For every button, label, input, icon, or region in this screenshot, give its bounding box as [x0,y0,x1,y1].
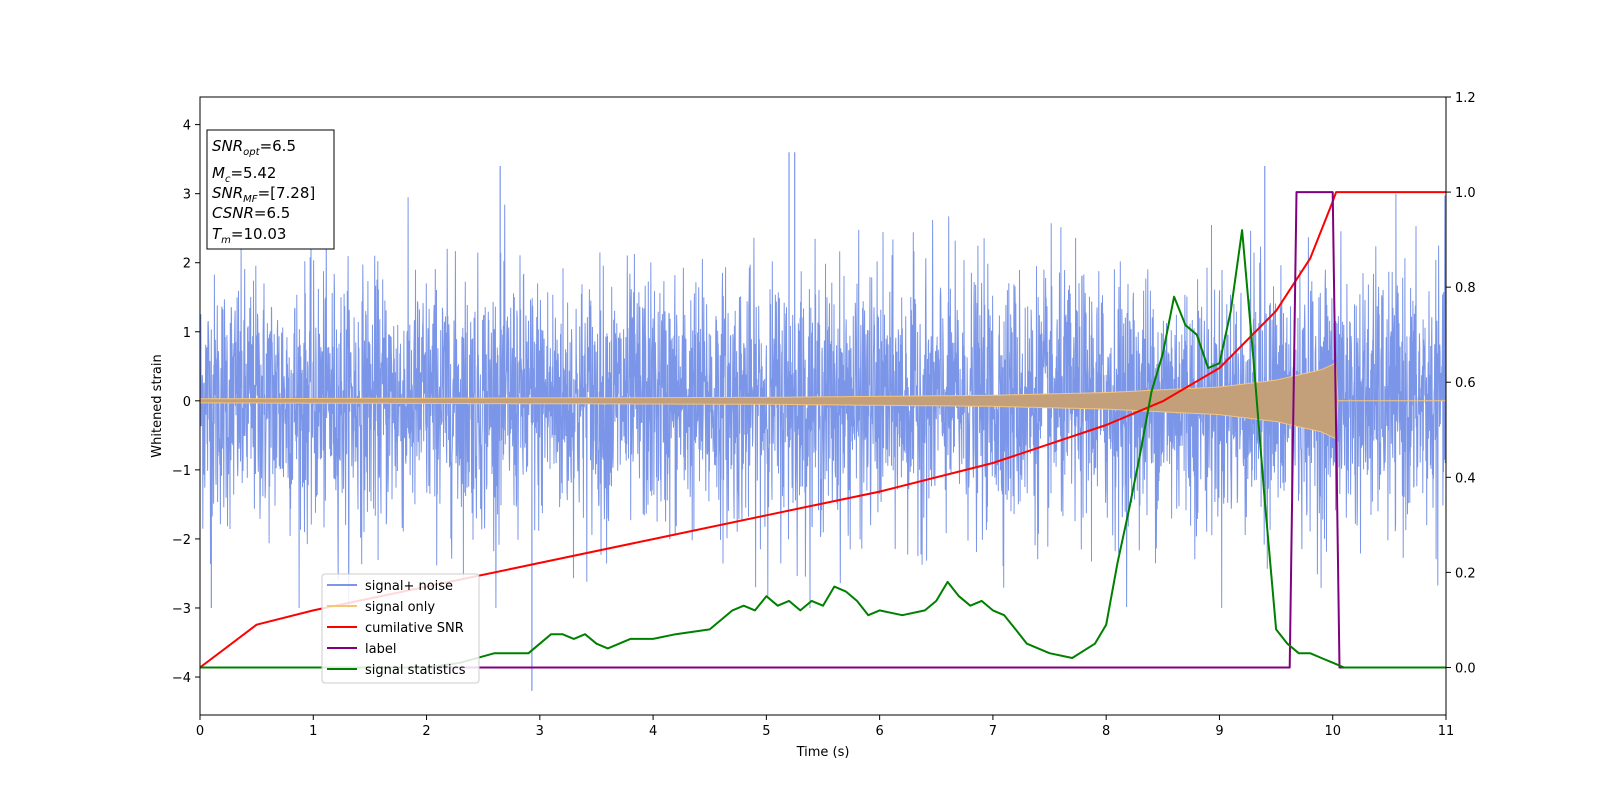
info-tm: Tm=10.03 [212,225,286,246]
x-tick-label: 3 [536,724,544,739]
y-axis-label: Whitened strain [150,354,165,457]
y-left-tick-label: −3 [172,602,191,617]
x-tick-label: 7 [989,724,997,739]
x-axis-label: Time (s) [796,745,850,760]
y-right-tick-label: 0.6 [1455,376,1476,391]
x-tick-label: 1 [309,724,317,739]
y-left-tick-label: 4 [183,119,191,134]
legend-frame [321,573,480,684]
plot-frame [199,96,1447,716]
y-left-tick-label: −2 [172,533,191,548]
legend-label-signal-noise: signal+ noise [365,579,453,594]
info-snr-mf: SNRMF=[7.28] [212,184,315,205]
y-right-tick-label: 0.8 [1455,281,1476,296]
x-tick-label: 9 [1215,724,1223,739]
x-tick-label: 4 [649,724,657,739]
legend: signal+ noise signal only cumilative SNR… [321,573,480,684]
y-left-tick-label: 2 [183,257,191,272]
y-right-tick-label: 0.0 [1455,661,1476,676]
info-csnr: CSNR=6.5 [212,204,290,222]
info-snr-opt: SNRopt=6.5 [212,137,296,158]
info-mc: Mc=5.42 [212,164,276,185]
legend-label-cumulative-snr: cumilative SNR [365,621,464,636]
x-tick-label: 8 [1102,724,1110,739]
legend-label-signal-statistics: signal statistics [365,663,466,678]
x-tick-label: 2 [422,724,430,739]
y-right-tick-label: 1.0 [1455,186,1476,201]
x-tick-label: 10 [1324,724,1341,739]
y-left-tick-label: −1 [172,464,191,479]
y-left-tick-label: 0 [183,395,191,410]
y-left-tick-label: 3 [183,188,191,203]
info-box-frame [206,129,335,250]
ticks-layer: 0 1 2 3 4 5 6 7 8 9 10 1143210−1−2−3−41.21.00.80.60… [172,91,1476,739]
legend-label-signal-only: signal only [365,600,435,615]
x-tick-label: 11 [1438,724,1455,739]
series-signal-only [200,362,1446,440]
x-tick-label: 6 [875,724,883,739]
y-right-tick-label: 0.2 [1455,566,1476,581]
y-right-tick-label: 0.4 [1455,471,1476,486]
info-box: SNRopt=6.5 Mc=5.42 SNRMF=[7.28] CSNR=6.5… [206,129,335,250]
y-right-tick-label: 1.2 [1455,91,1476,106]
y-left-tick-label: −4 [172,671,191,686]
y-left-tick-label: 1 [183,326,191,341]
legend-label-label: label [365,642,396,657]
x-tick-label: 0 [196,724,204,739]
series-signal-statistics [200,229,1446,669]
x-tick-label: 5 [762,724,770,739]
